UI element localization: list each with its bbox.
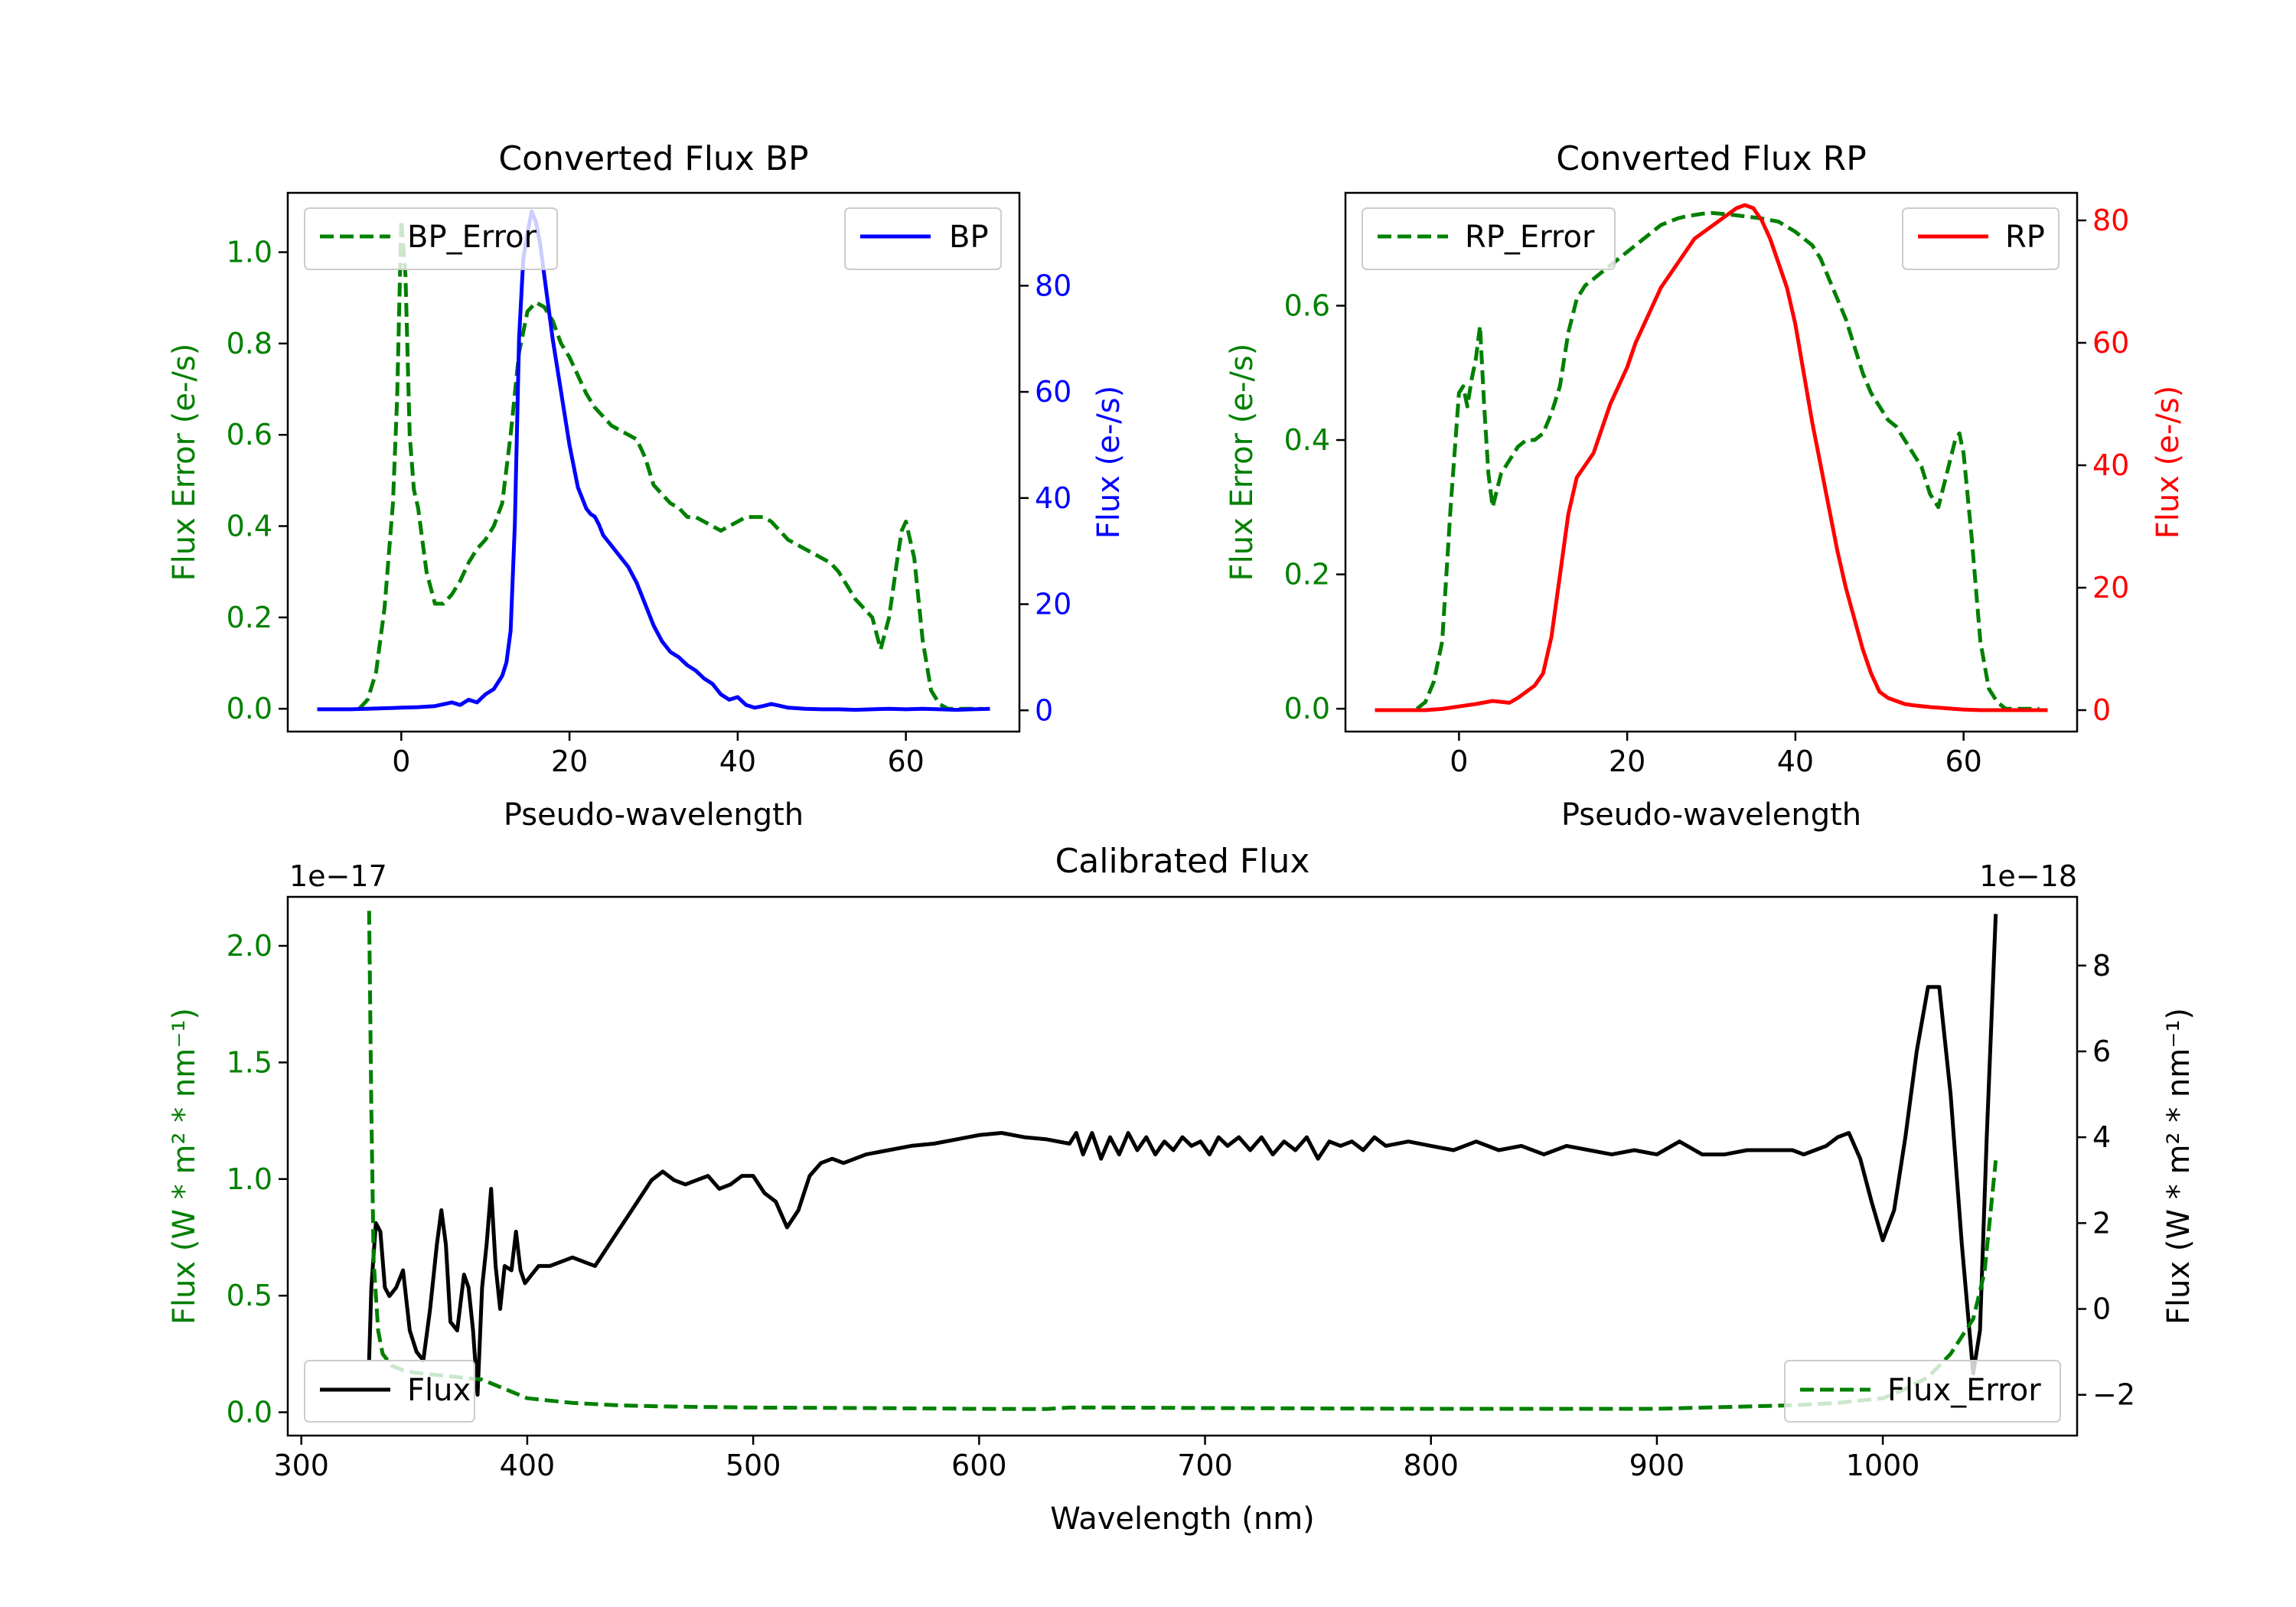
- cal-y-left-tick-label: 1.5: [227, 1045, 272, 1079]
- bp-chart-title: Converted Flux BP: [498, 139, 808, 178]
- cal-y-right-tick-label: 8: [2092, 949, 2111, 983]
- rp-series-rp: [1375, 203, 2048, 712]
- cal-ticks: 300 400 500 600 700 800 900 1000 0.0 0.5 1.0 1.5 2.0…: [227, 929, 2135, 1482]
- bp-axes-frame: [286, 191, 1021, 733]
- rp-y-left-tick-label: 0.2: [1284, 558, 1330, 592]
- cal-x-tick-label: 700: [1177, 1449, 1233, 1482]
- bp-series-bp-error: [357, 218, 982, 711]
- rp-y-left-tick-label: 0.6: [1284, 288, 1330, 322]
- rp-x-tick-label: 40: [1777, 745, 1814, 778]
- cal-legend-right: Flux_Error: [1784, 1360, 2061, 1423]
- cal-x-tick-label: 800: [1403, 1449, 1459, 1482]
- rp-x-tick-label: 0: [1450, 745, 1468, 778]
- rp-chart-title: Converted Flux RP: [1556, 139, 1867, 178]
- rp-ticks: 0 20 40 60 0.0 0.2 0.4 0.6 0 20 40 60 80: [1284, 204, 2130, 778]
- rp-x-axis-label: Pseudo-wavelength: [1561, 797, 1861, 833]
- bp-legend-left: BP_Error: [304, 207, 558, 270]
- rp-y-right-tick-label: 40: [2092, 448, 2129, 482]
- cal-x-tick-label: 600: [951, 1449, 1007, 1482]
- rp-legend-left-label: RP_Error: [1465, 220, 1595, 255]
- bp-x-axis-label: Pseudo-wavelength: [504, 797, 804, 833]
- bp-plot-area: [317, 209, 990, 712]
- cal-y-right-tick-label: 6: [2092, 1035, 2111, 1068]
- panel-rp: Converted Flux RP 0 20 40 60 0.0 0.2 0.4 0.6 0 20…: [1225, 139, 2186, 833]
- rp-y-axis-label-right: Flux (e-/s): [2151, 386, 2186, 539]
- cal-axes-frame: [286, 895, 2079, 1437]
- bp-x-tick-label: 60: [887, 745, 924, 778]
- cal-x-tick-label: 400: [500, 1449, 556, 1482]
- cal-x-tick-label: 1000: [1846, 1449, 1920, 1482]
- bp-x-tick-label: 40: [719, 745, 756, 778]
- cal-x-axis-label: Wavelength (nm): [1050, 1501, 1315, 1537]
- cal-x-tick-label: 300: [273, 1449, 329, 1482]
- cal-offset-right: 1e−18: [1979, 859, 2077, 893]
- bp-y-left-tick-label: 0.0: [227, 692, 272, 725]
- cal-y-right-tick-label: −2: [2092, 1378, 2135, 1412]
- bp-series-bp: [317, 209, 990, 712]
- rp-y-right-tick-label: 60: [2092, 326, 2129, 360]
- rp-y-right-tick-label: 20: [2092, 571, 2129, 605]
- cal-y-left-tick-label: 2.0: [227, 929, 272, 963]
- cal-plot-area: [367, 911, 1998, 1411]
- bp-y-right-tick-label: 60: [1035, 375, 1071, 409]
- rp-x-tick-label: 20: [1609, 745, 1645, 778]
- cal-legend-right-label: Flux_Error: [1887, 1373, 2041, 1408]
- cal-legend-right-box: [1784, 1360, 2061, 1423]
- cal-y-right-tick-label: 2: [2092, 1206, 2111, 1240]
- rp-legend-left: RP_Error: [1362, 207, 1616, 270]
- bp-x-tick-label: 20: [551, 745, 588, 778]
- cal-y-axis-label-left: Flux (W * m² * nm⁻¹): [167, 1008, 202, 1325]
- rp-legend-right-box: [1902, 207, 2060, 270]
- rp-plot-area: [1375, 203, 2048, 712]
- bp-legend-right: BP: [844, 207, 1002, 270]
- bp-y-right-tick-label: 0: [1035, 693, 1053, 727]
- bp-y-left-tick-label: 0.2: [227, 601, 272, 634]
- bp-ticks: 0 20 40 60 0.0 0.2 0.4 0.6 0.8 1.0 0 20 40 60 80: [227, 236, 1072, 778]
- bp-legend-right-box: [844, 207, 1002, 270]
- cal-x-tick-label: 500: [726, 1449, 781, 1482]
- bp-legend-left-label: BP_Error: [407, 220, 537, 255]
- cal-y-left-tick-label: 1.0: [227, 1162, 272, 1196]
- rp-x-tick-label: 60: [1945, 745, 1981, 778]
- rp-axes-frame: [1344, 191, 2079, 733]
- rp-series-rp-error: [1415, 210, 2040, 711]
- rp-legend-right-label: RP: [2005, 220, 2045, 255]
- rp-legend-left-box: [1362, 207, 1616, 270]
- bp-y-right-tick-label: 20: [1035, 588, 1071, 621]
- bp-y-left-tick-label: 0.6: [227, 418, 272, 451]
- cal-x-tick-label: 900: [1629, 1449, 1685, 1482]
- cal-legend-left: Flux: [304, 1360, 475, 1423]
- bp-legend-left-box: [304, 207, 558, 270]
- cal-legend-left-label: Flux: [407, 1373, 471, 1408]
- cal-offset-left: 1e−17: [289, 859, 387, 893]
- bp-y-axis-label-left: Flux Error (e-/s): [167, 344, 202, 582]
- panel-bp: Converted Flux BP 0 20 40 60 0.0 0.2 0.4 0.6 0.8…: [167, 139, 1127, 833]
- cal-y-right-tick-label: 0: [2092, 1292, 2111, 1326]
- rp-y-left-tick-label: 0.4: [1284, 423, 1330, 457]
- bp-y-left-tick-label: 1.0: [227, 236, 272, 269]
- bp-y-left-tick-label: 0.4: [227, 510, 272, 543]
- cal-series-flux: [367, 914, 1998, 1397]
- cal-y-right-tick-label: 4: [2092, 1120, 2111, 1154]
- bp-y-axis-label-right: Flux (e-/s): [1091, 386, 1127, 539]
- cal-series-flux-error: [367, 911, 1998, 1411]
- bp-y-right-tick-label: 80: [1035, 269, 1071, 302]
- cal-y-left-tick-label: 0.0: [227, 1396, 272, 1429]
- bp-y-right-tick-label: 40: [1035, 481, 1071, 515]
- cal-chart-title: Calibrated Flux: [1055, 842, 1310, 881]
- rp-y-left-tick-label: 0.0: [1284, 692, 1330, 725]
- rp-y-right-tick-label: 80: [2092, 204, 2129, 237]
- cal-y-left-tick-label: 0.5: [227, 1279, 272, 1312]
- bp-legend-right-label: BP: [949, 220, 989, 255]
- cal-y-axis-label-right: Flux (W * m² * nm⁻¹): [2161, 1008, 2197, 1325]
- rp-y-right-tick-label: 0: [2092, 693, 2111, 727]
- bp-x-tick-label: 0: [392, 745, 410, 778]
- panel-cal: Calibrated Flux 1e−17 1e−18 300 400 500 600…: [167, 842, 2197, 1537]
- rp-legend-right: RP: [1902, 207, 2060, 270]
- rp-y-axis-label-left: Flux Error (e-/s): [1225, 344, 1260, 582]
- bp-y-left-tick-label: 0.8: [227, 327, 272, 360]
